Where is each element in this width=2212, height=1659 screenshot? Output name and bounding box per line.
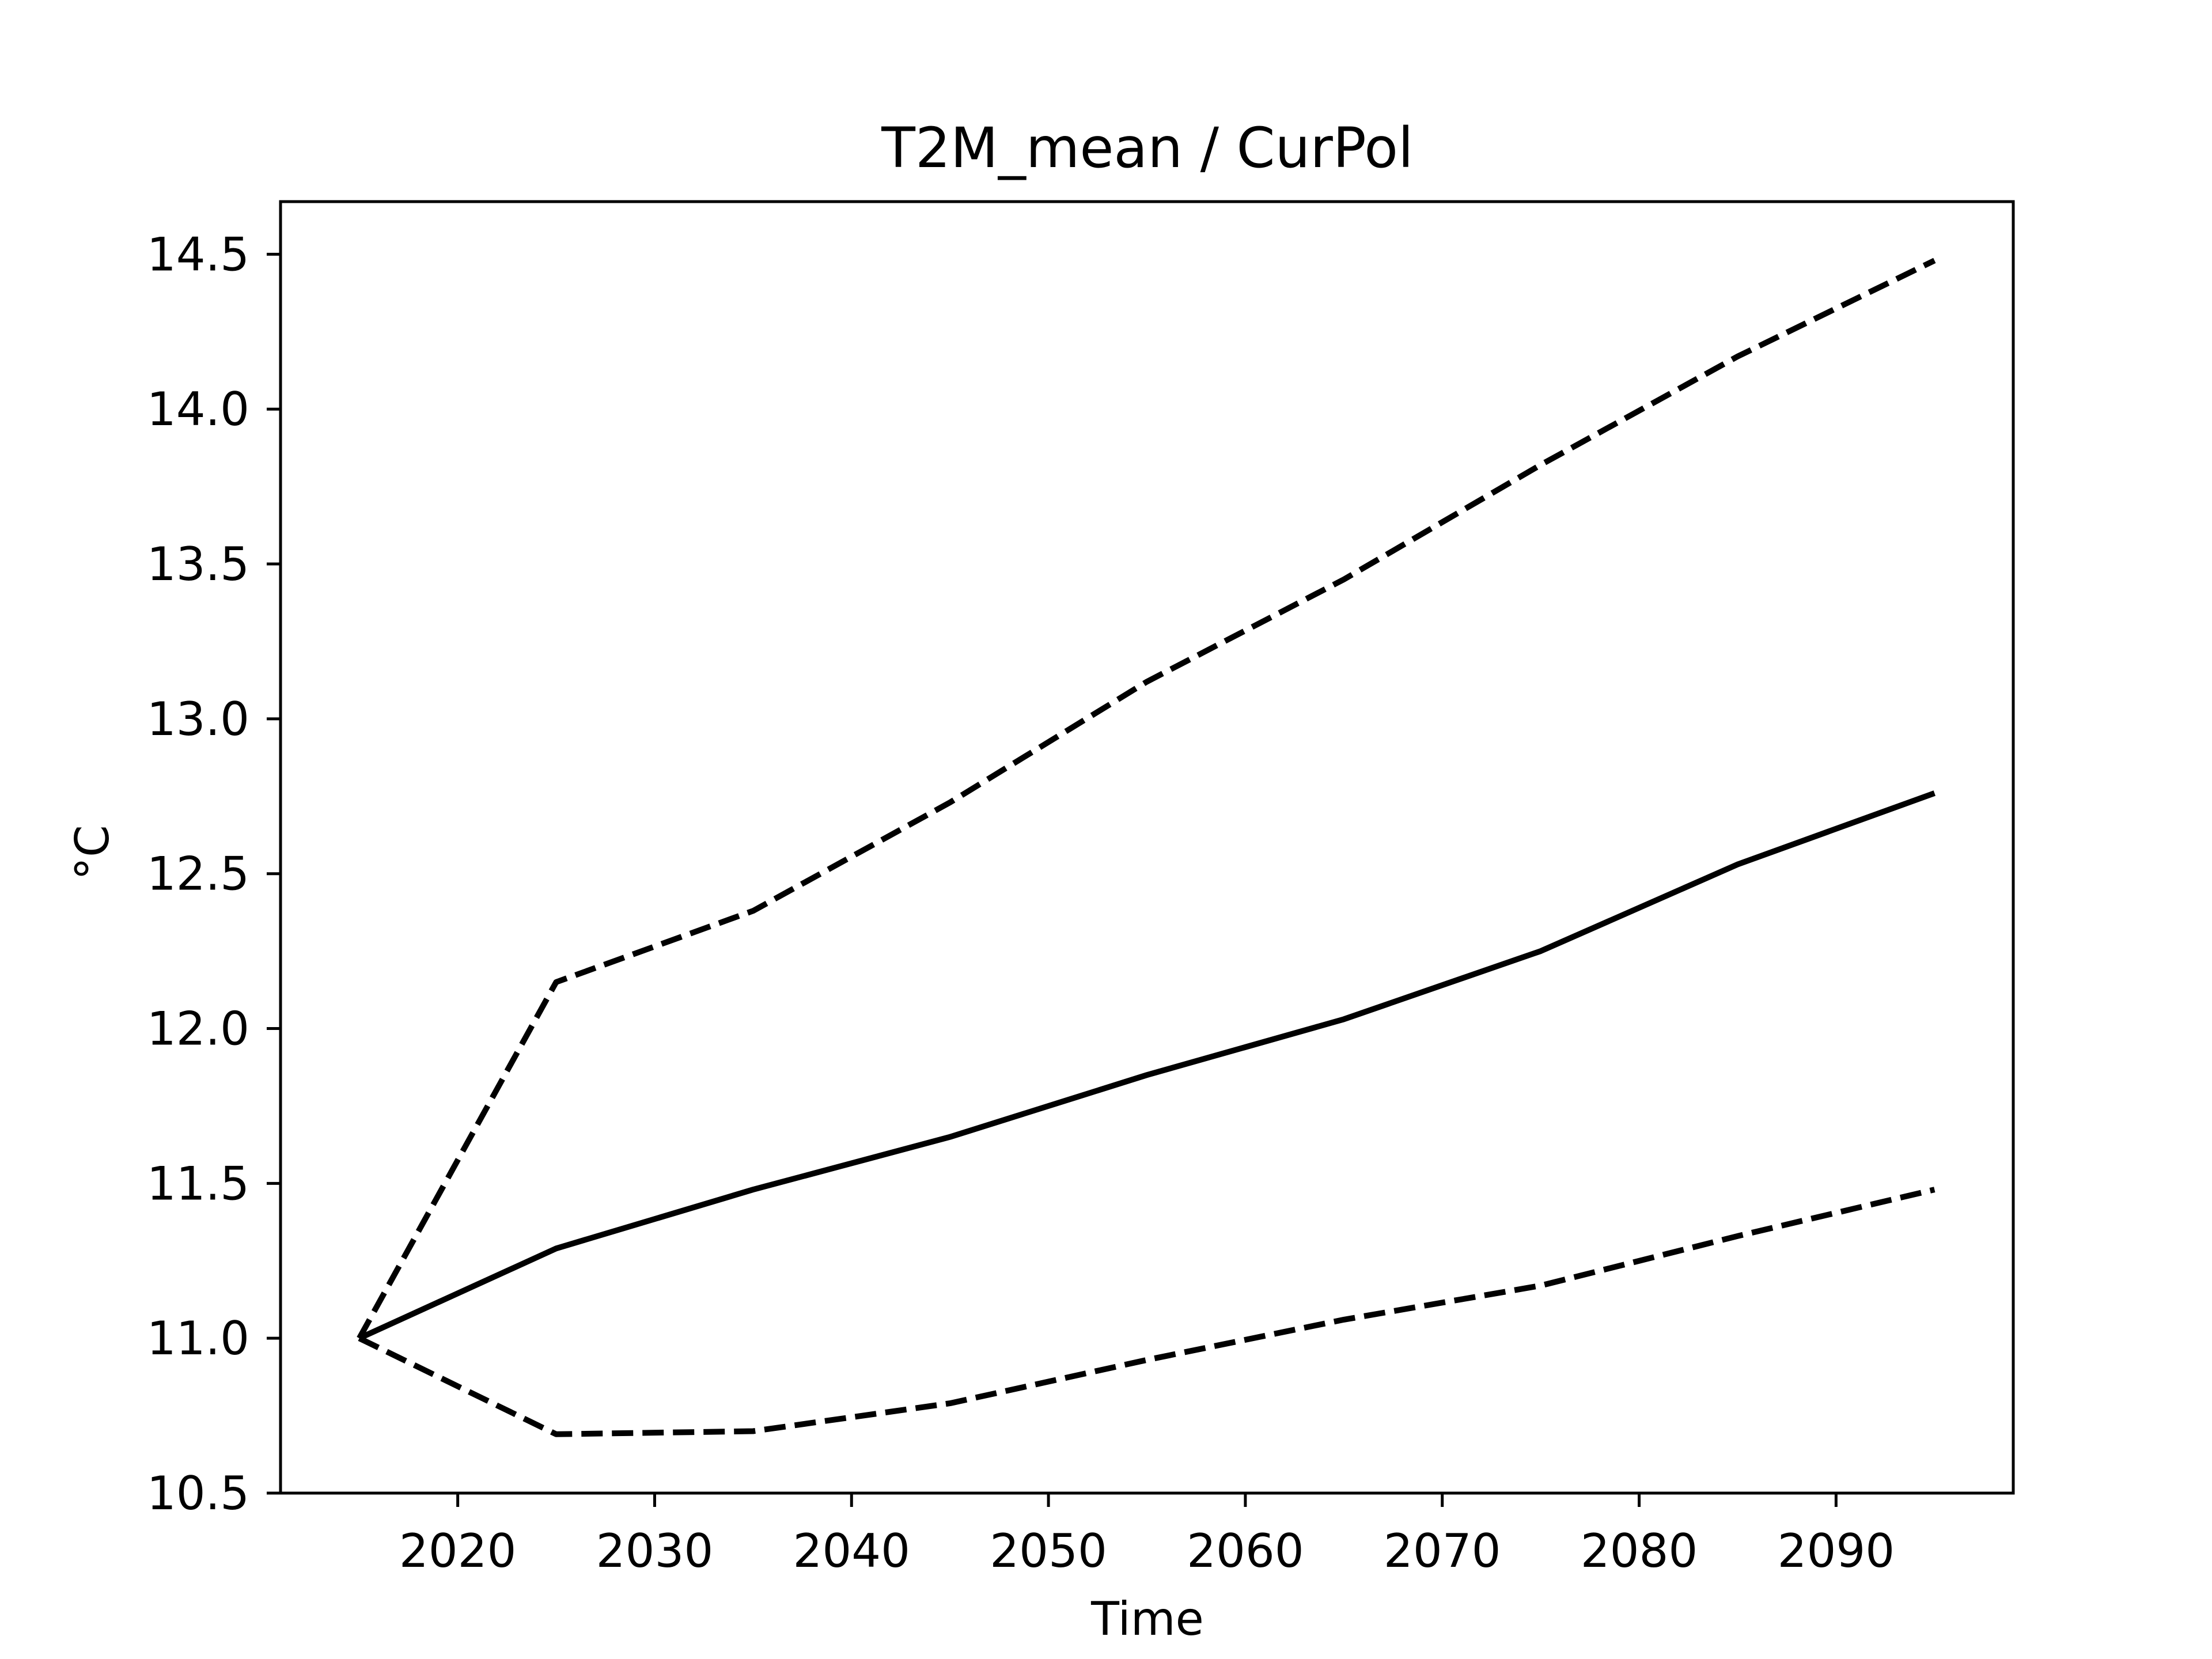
x-tick-label: 2030 [596, 1524, 714, 1578]
x-tick-label: 2040 [793, 1524, 910, 1578]
y-tick-label: 11.5 [147, 1157, 249, 1210]
x-axis-label: Time [1090, 1592, 1204, 1646]
x-tick-label: 2070 [1384, 1524, 1501, 1578]
dashed-series-line-1 [357, 257, 1936, 1340]
y-axis: 10.5 11.0 11.5 12.0 12.5 13.0 13.5 14.0 14.5 [147, 228, 281, 1520]
x-tick-label: 2080 [1581, 1524, 1698, 1578]
x-tick-label: 2090 [1778, 1524, 1895, 1578]
y-tick-label: 13.5 [147, 537, 249, 591]
x-tick-label: 2050 [990, 1524, 1107, 1578]
y-tick-label: 13.0 [147, 692, 249, 746]
y-tick-label: 12.5 [147, 847, 249, 901]
y-axis-label: °C [66, 825, 119, 880]
y-tick-label: 14.0 [147, 382, 249, 436]
y-tick-label: 10.5 [147, 1467, 249, 1520]
plot-frame [279, 200, 2015, 1495]
y-tick-label: 11.0 [147, 1312, 249, 1365]
x-tick-label: 2060 [1187, 1524, 1304, 1578]
chart-title: T2M_mean / CurPol [881, 116, 1413, 180]
y-tick-label: 14.5 [147, 228, 249, 281]
series-layer [357, 257, 1936, 1437]
dashed-series-line-2 [358, 1187, 1936, 1437]
solid-series-line-0 [358, 790, 1936, 1341]
y-tick-label: 12.0 [147, 1002, 249, 1056]
x-tick-label: 2020 [399, 1524, 517, 1578]
x-axis: 2020 2030 2040 2050 2060 2070 2080 2090 [399, 1493, 1895, 1578]
